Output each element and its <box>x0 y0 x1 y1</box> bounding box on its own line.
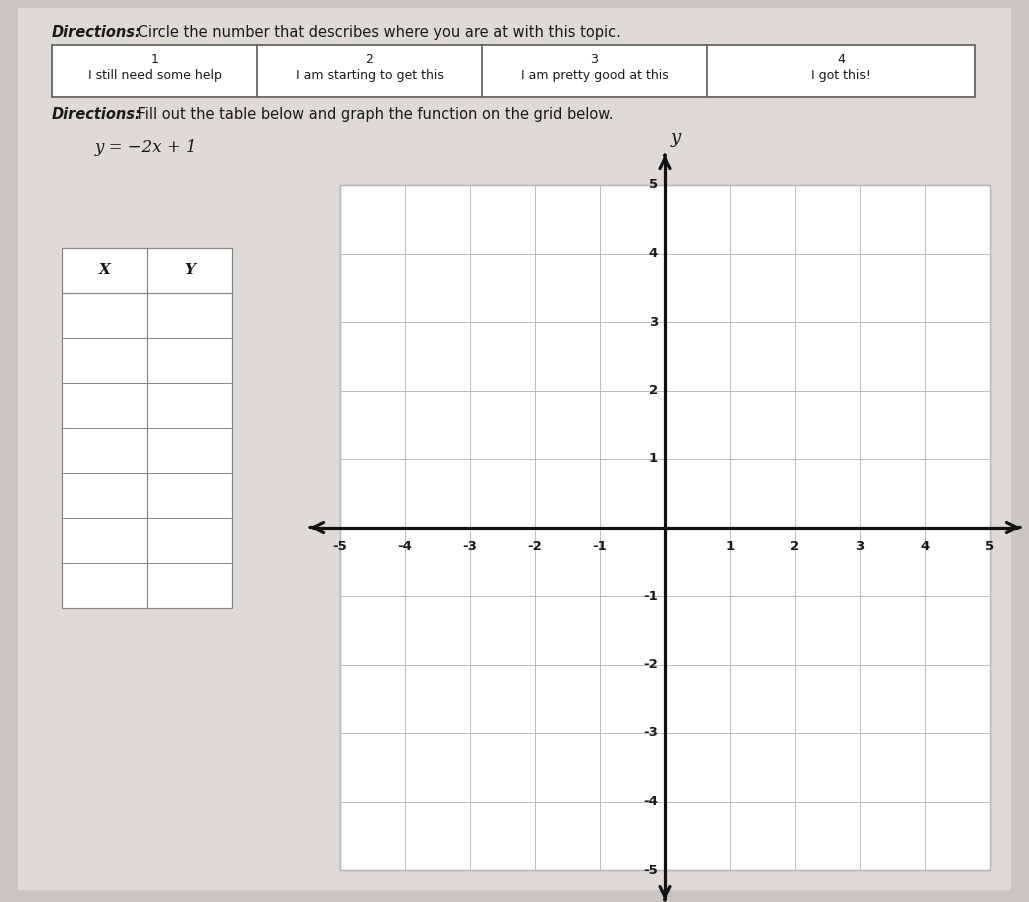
FancyBboxPatch shape <box>17 8 1012 890</box>
FancyBboxPatch shape <box>62 248 232 608</box>
Text: 4: 4 <box>920 540 929 554</box>
Text: 5: 5 <box>986 540 995 554</box>
Text: -4: -4 <box>643 795 658 808</box>
FancyBboxPatch shape <box>340 185 990 870</box>
Text: -5: -5 <box>643 863 658 877</box>
Text: Directions:: Directions: <box>52 107 142 122</box>
Text: -4: -4 <box>397 540 413 554</box>
Text: Circle the number that describes where you are at with this topic.: Circle the number that describes where y… <box>133 25 620 40</box>
Text: 5: 5 <box>649 179 658 191</box>
Text: 2: 2 <box>365 53 374 66</box>
FancyBboxPatch shape <box>52 45 975 97</box>
Text: 1: 1 <box>649 453 658 465</box>
Text: 4: 4 <box>648 247 658 260</box>
Text: -3: -3 <box>463 540 477 554</box>
Text: 2: 2 <box>649 384 658 397</box>
Text: y: y <box>671 129 681 147</box>
Text: 2: 2 <box>790 540 800 554</box>
Text: 3: 3 <box>591 53 599 66</box>
Text: I am starting to get this: I am starting to get this <box>295 69 443 82</box>
Text: -1: -1 <box>643 590 658 603</box>
Text: I got this!: I got this! <box>811 69 871 82</box>
Text: 3: 3 <box>648 316 658 328</box>
Text: -5: -5 <box>332 540 348 554</box>
Text: 1: 1 <box>725 540 735 554</box>
Text: Y: Y <box>184 263 194 278</box>
Text: y = −2x + 1: y = −2x + 1 <box>95 139 198 156</box>
Text: 1: 1 <box>150 53 158 66</box>
Text: Directions:: Directions: <box>52 25 142 40</box>
Text: Fill out the table below and graph the function on the grid below.: Fill out the table below and graph the f… <box>133 107 613 122</box>
Text: I still need some help: I still need some help <box>87 69 221 82</box>
Text: 4: 4 <box>837 53 845 66</box>
Text: I am pretty good at this: I am pretty good at this <box>521 69 669 82</box>
Text: -2: -2 <box>643 658 658 671</box>
Text: X: X <box>99 263 110 278</box>
Text: -1: -1 <box>593 540 607 554</box>
Text: -3: -3 <box>643 726 658 740</box>
Text: 3: 3 <box>855 540 864 554</box>
Text: -2: -2 <box>528 540 542 554</box>
